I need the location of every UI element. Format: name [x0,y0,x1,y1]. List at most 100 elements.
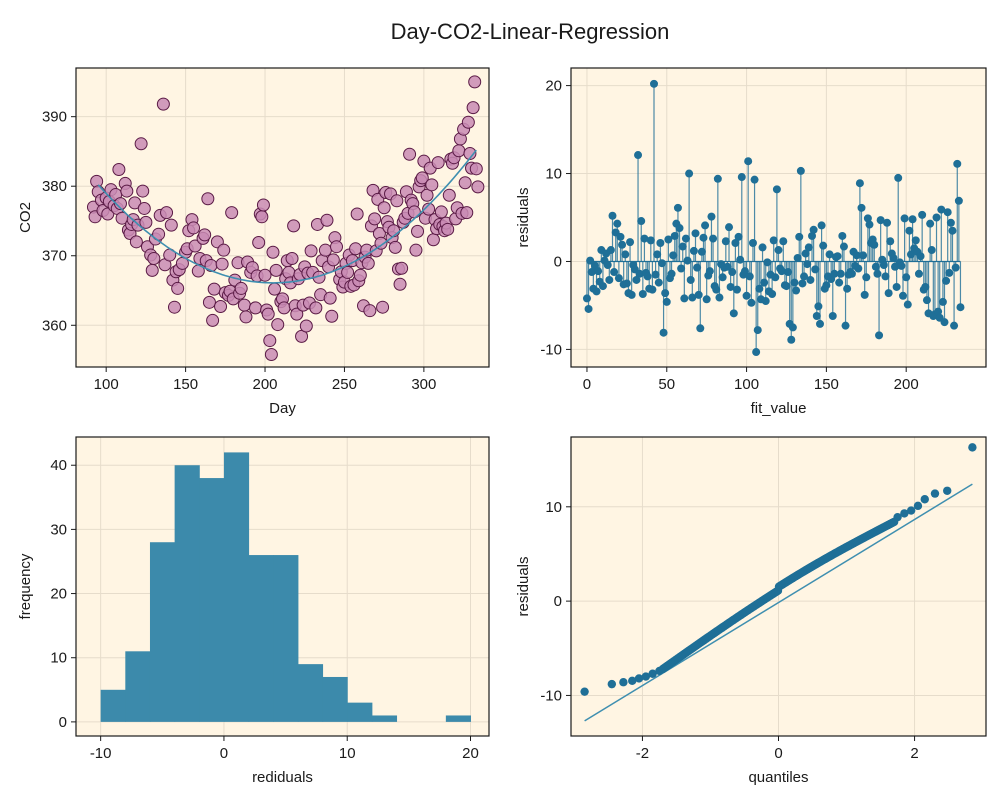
residual-point [814,302,823,311]
residual-point [784,268,793,277]
data-point [217,243,231,257]
residual-point [689,246,698,255]
residual-point [932,213,941,222]
residual-point [795,232,804,241]
residual-point [651,270,660,279]
residual-point [728,268,737,277]
data-point [187,221,201,235]
residual-point [769,236,778,245]
data-point [422,202,436,216]
residual-point [587,268,596,277]
x-tick-label: 300 [411,376,436,393]
data-point [266,245,280,259]
y-tick-label: 30 [50,521,67,538]
data-point [403,147,417,161]
residual-histogram-panel: -10 0 10 20 0 10 20 30 40 rediduals frequency [17,436,490,786]
residual-point [870,240,879,249]
residual-point [618,240,627,249]
qq-plot-panel: -2 0 2 -10 0 10 quantiles residuals [515,436,987,786]
y-axis-label: residuals [515,556,532,616]
residual-point [798,279,807,288]
qq-point [889,517,899,527]
data-point [269,263,283,277]
data-point [202,295,216,309]
residual-point [857,203,866,212]
residual-point [760,278,769,287]
x-tick-label: 0 [583,376,591,393]
plot-content [100,452,472,722]
residual-point [899,291,907,300]
data-point [299,319,313,333]
residual-point [839,242,848,251]
y-axis-label: residuals [515,187,532,247]
data-point [320,213,334,227]
data-point [137,201,151,215]
residual-point [686,275,695,284]
residual-point [640,234,649,243]
data-point [434,205,448,219]
residual-point [804,243,813,252]
residual-point [744,157,753,166]
residual-point [801,249,810,258]
residual-point [637,217,646,226]
data-point [323,291,337,305]
residual-point [937,205,946,214]
fit-curve [97,149,477,284]
qq-point [920,495,929,504]
data-point [237,298,251,312]
residual-point [855,179,864,188]
x-tick-label: 200 [253,376,278,393]
residual-point [914,269,923,278]
data-point [388,240,402,254]
residual-point [865,220,874,229]
x-tick-label: -10 [90,745,112,762]
residual-point [774,246,783,255]
residual-point [747,298,756,307]
data-point [442,188,456,202]
residual-point [788,323,797,332]
residual-point [605,275,614,284]
data-point [368,212,382,226]
residual-point [664,235,673,244]
residual-point [943,208,952,217]
x-tick-label: 200 [894,376,919,393]
residual-point [707,212,716,221]
residual-point [702,295,711,304]
data-point [252,236,266,250]
residual-point [771,273,780,282]
residual-point [883,218,892,227]
residual-point [733,285,741,294]
residual-point [918,210,927,219]
histogram-bar [100,689,126,722]
y-tick-label: 370 [42,248,67,265]
residual-point [803,260,812,269]
data-point [466,101,480,115]
data-point [277,301,291,315]
residual-point [828,311,837,320]
data-point [349,242,363,256]
qq-point [648,669,657,678]
residual-point [669,251,678,260]
residual-point [683,256,692,265]
residual-point [696,324,705,333]
data-point [271,318,285,332]
residual-point [934,307,943,316]
residual-point [833,252,842,261]
residual-point [946,218,955,227]
x-tick-label: -2 [636,745,649,762]
x-axis-label: fit_value [751,400,807,417]
data-point [309,301,323,315]
qq-point [634,674,644,683]
data-point [263,334,277,348]
y-axis-label: frequency [17,553,34,619]
residual-point [691,229,700,238]
y-tick-label: 0 [554,253,562,270]
residual-point [643,272,652,281]
residual-point [938,297,947,306]
residual-point [723,262,732,271]
histogram-bar [445,715,472,722]
residual-point [635,269,644,278]
residual-point [922,296,931,305]
residual-point [863,214,872,223]
